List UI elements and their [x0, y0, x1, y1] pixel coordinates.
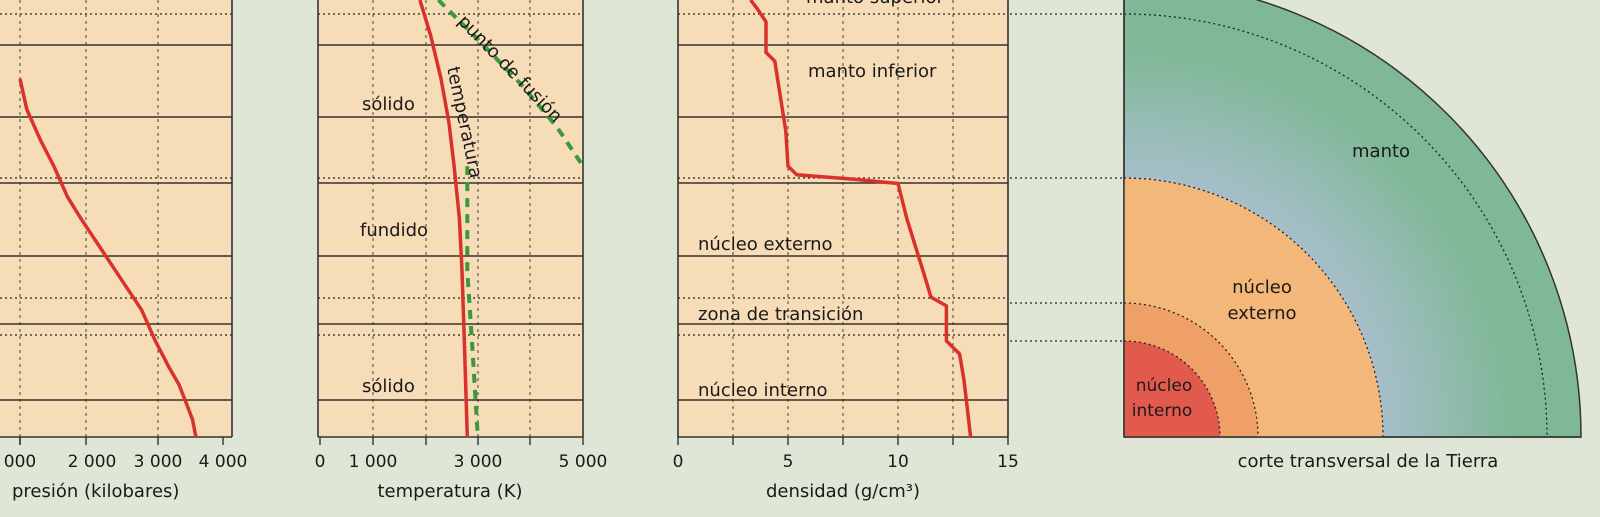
temperature-ticks: 0 1 000 3 000 5 000 — [315, 452, 608, 472]
label-inner-core: núcleo interno — [698, 380, 828, 401]
density-grid — [677, 0, 1009, 445]
transition-zone-dotted — [1123, 302, 1259, 438]
label-mantle: manto — [1352, 141, 1410, 162]
pressure-tick-label: 000 — [4, 452, 36, 472]
fusion-point-curve — [436, 0, 585, 168]
density-tick-label: 0 — [673, 452, 684, 472]
density-curve — [749, 0, 973, 438]
density-panel: manto superior manto inferior núcleo ext… — [673, 0, 1019, 502]
density-tick-label: 15 — [997, 452, 1019, 472]
fusion-point-curve-lower — [465, 166, 480, 438]
inner-core-layer — [1124, 341, 1220, 437]
temperature-grid — [317, 0, 584, 445]
label-outer-core-2: externo — [1227, 303, 1296, 324]
label-lower-mantle: manto inferior — [808, 61, 937, 82]
cross-section-caption: corte transversal de la Tierra — [1238, 451, 1499, 472]
label-outer-core-1: núcleo — [1232, 277, 1292, 298]
label-solid-lower: sólido — [362, 376, 415, 397]
temperature-tick-label: 3 000 — [454, 452, 503, 472]
temperature-panel: sólido fundido sólido temperatura punto … — [315, 0, 608, 502]
label-solid-upper: sólido — [362, 94, 415, 115]
temperature-axis-label: temperatura (K) — [377, 481, 522, 502]
pressure-axis-label: presión (kilobares) — [12, 481, 179, 502]
temperature-plot-area — [318, 0, 583, 437]
label-outer-core: núcleo externo — [698, 234, 833, 255]
density-tick-label: 10 — [887, 452, 909, 472]
inner-core-dotted — [1123, 340, 1221, 438]
temperature-tick-label: 5 000 — [559, 452, 608, 472]
pressure-tick-label: 3 000 — [134, 452, 183, 472]
temperature-tick-label: 0 — [315, 452, 326, 472]
pressure-tick-label: 4 000 — [199, 452, 248, 472]
pressure-tick-label: 2 000 — [68, 452, 117, 472]
label-upper-mantle: manto superior — [806, 0, 944, 8]
density-ticks: 0 5 10 15 — [673, 452, 1019, 472]
label-inner-core-2: interno — [1132, 401, 1193, 421]
pressure-plot-area — [0, 0, 232, 437]
pressure-panel: 000 2 000 3 000 4 000 presión (kilobares… — [0, 0, 247, 502]
temperature-tick-label: 1 000 — [349, 452, 398, 472]
temperature-curve — [418, 0, 470, 438]
boundary-connectors — [1010, 13, 1124, 342]
density-tick-label: 5 — [783, 452, 794, 472]
pressure-ticks: 000 2 000 3 000 4 000 — [4, 452, 248, 472]
pressure-grid — [0, 0, 233, 445]
label-melted: fundido — [360, 220, 428, 241]
density-axis-label: densidad (g/cm³) — [766, 481, 920, 502]
label-transition-zone: zona de transición — [698, 304, 863, 325]
earth-cross-section: manto núcleo externo núcleo interno cort… — [1123, 0, 1582, 472]
label-inner-core-1: núcleo — [1136, 376, 1192, 396]
pressure-curve — [18, 78, 198, 438]
